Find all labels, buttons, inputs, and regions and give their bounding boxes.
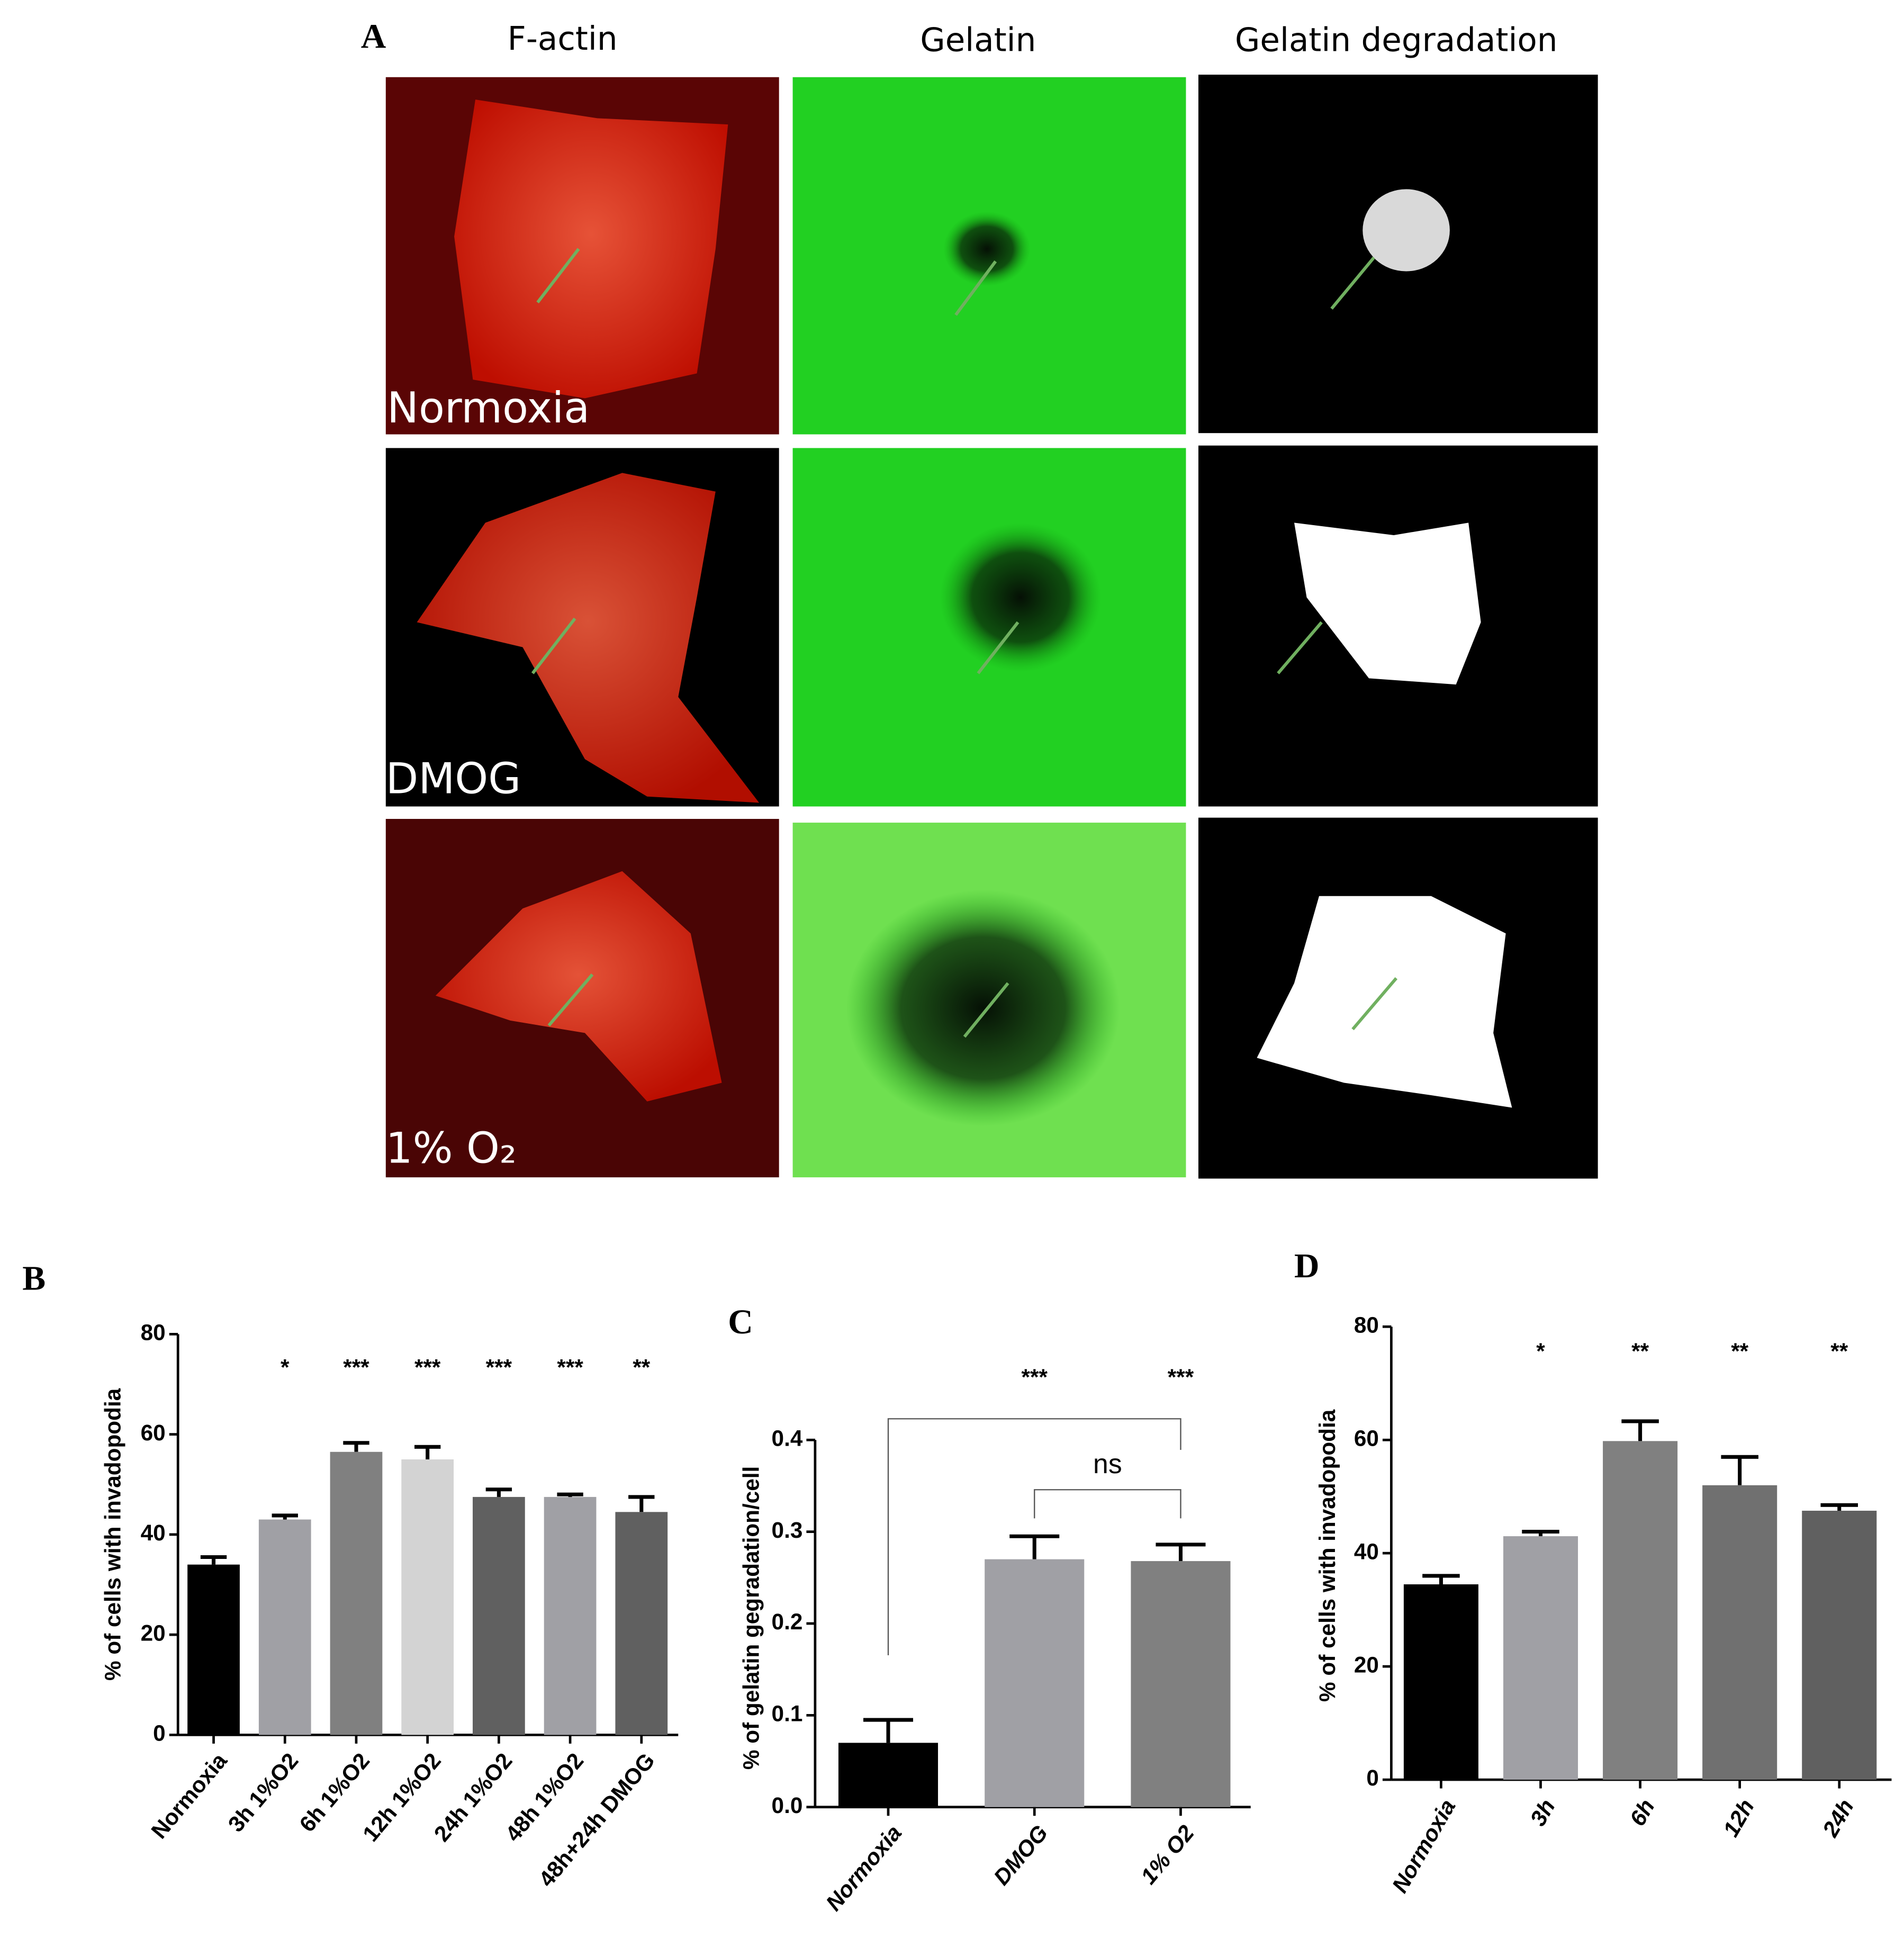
y-axis-label: % of gelatin gegradation/cell xyxy=(739,1466,764,1770)
significance: *** xyxy=(343,1355,369,1379)
column-header: Gelatin xyxy=(920,22,1036,59)
y-tick-label: 0 xyxy=(1366,1765,1379,1790)
chart: C % of gelatin gegradation/cell 0.0 0.1 0.2 0… xyxy=(728,1303,1251,1916)
cell xyxy=(435,871,722,1102)
bar xyxy=(1503,1536,1578,1780)
column-header: Gelatin degradation xyxy=(1235,22,1558,59)
degradation-spot xyxy=(943,211,1031,286)
x-tick-label: Normoxia xyxy=(1387,1795,1460,1897)
x-tick-label: Normoxia xyxy=(146,1748,232,1843)
arrow xyxy=(1277,621,1323,674)
annotation: ns xyxy=(1093,1448,1122,1479)
bar xyxy=(1603,1441,1678,1780)
bar xyxy=(330,1451,383,1735)
y-axis-label: % of cells with invadopodia xyxy=(1315,1409,1340,1702)
bar xyxy=(1702,1485,1777,1780)
y-tick-label: 0.0 xyxy=(772,1793,803,1818)
bar xyxy=(838,1743,939,1807)
arrow xyxy=(536,248,580,304)
bar xyxy=(544,1496,597,1735)
y-tick-label: 20 xyxy=(141,1620,166,1645)
degradation-area xyxy=(1294,522,1481,685)
degradation-area xyxy=(1257,896,1512,1108)
significance: ** xyxy=(1830,1339,1848,1364)
y-tick-label: 80 xyxy=(1354,1312,1379,1337)
x-tick-label: Normoxia xyxy=(821,1820,906,1916)
bar xyxy=(1131,1561,1231,1807)
x-tick-label: 24h xyxy=(1817,1795,1858,1841)
bar xyxy=(1802,1510,1877,1780)
x-tick-label: DMOG xyxy=(989,1820,1053,1890)
bar xyxy=(615,1512,668,1735)
panel-a: A F-actin Gelatin Gelatin degradation No… xyxy=(361,17,1598,1179)
significance: *** xyxy=(557,1355,583,1379)
row-label: DMOG xyxy=(386,754,521,803)
y-tick-label: 20 xyxy=(1354,1652,1379,1677)
arrow xyxy=(954,260,997,316)
significance: ** xyxy=(1631,1339,1649,1364)
panel-letter: A xyxy=(361,17,386,56)
bar xyxy=(473,1496,525,1735)
row-label: 1% O₂ xyxy=(386,1124,517,1173)
degradation-spot xyxy=(939,522,1102,672)
y-axis-label: % of cells with invadopodia xyxy=(100,1388,125,1681)
x-tick-label: 1% O2 xyxy=(1136,1820,1199,1889)
significance: * xyxy=(281,1355,290,1379)
cell xyxy=(454,100,728,399)
bar xyxy=(985,1559,1085,1807)
chart: D % of cells with invadopodia 0 20 40 60 80 Nor… xyxy=(1294,1247,1892,1897)
y-tick-label: 0.1 xyxy=(772,1701,803,1726)
bar xyxy=(187,1564,240,1735)
y-tick-label: 40 xyxy=(1354,1539,1379,1564)
significance: *** xyxy=(414,1355,441,1379)
y-tick-label: 0.3 xyxy=(772,1518,803,1543)
y-tick-label: 60 xyxy=(141,1420,166,1445)
arrow xyxy=(531,617,576,674)
row-label: Normoxia xyxy=(387,383,590,432)
y-tick-label: 0.2 xyxy=(772,1609,803,1634)
arrow xyxy=(1351,977,1398,1031)
chart: B % of cells with invadopodia 0 20 40 60 80 Nor… xyxy=(22,1259,679,1891)
x-tick-label: 12h xyxy=(1718,1795,1759,1841)
arrow xyxy=(963,982,1009,1038)
y-tick-label: 0.4 xyxy=(772,1426,803,1450)
significance: ** xyxy=(1731,1339,1748,1364)
significance: ** xyxy=(633,1355,650,1379)
arrows xyxy=(531,248,1398,1038)
significance: *** xyxy=(1168,1365,1194,1390)
x-tick-label: 6h 1%O2 xyxy=(294,1748,374,1836)
x-tick-label: 6h xyxy=(1625,1795,1659,1830)
panel-letter: C xyxy=(728,1303,753,1341)
bar xyxy=(1403,1584,1478,1780)
column-header: F-actin xyxy=(508,20,618,58)
x-tick-label: 3h 1%O2 xyxy=(223,1748,303,1836)
bracket xyxy=(1034,1489,1181,1519)
arrow xyxy=(977,621,1019,674)
panel-letter: D xyxy=(1294,1247,1320,1285)
panel-letter: B xyxy=(22,1259,46,1298)
y-tick-label: 0 xyxy=(153,1721,166,1746)
bar xyxy=(258,1519,311,1735)
arrow xyxy=(547,973,594,1027)
bracket xyxy=(887,1418,1181,1655)
significance: * xyxy=(1536,1339,1545,1364)
cell xyxy=(417,473,760,803)
degradation-area xyxy=(1362,189,1450,272)
y-tick-label: 80 xyxy=(141,1320,166,1345)
degradation-spot xyxy=(846,890,1120,1126)
arrow xyxy=(1330,256,1375,310)
bar xyxy=(401,1459,454,1735)
y-tick-label: 40 xyxy=(141,1520,166,1545)
x-tick-label: 3h xyxy=(1525,1795,1559,1830)
y-tick-label: 60 xyxy=(1354,1426,1379,1450)
significance: *** xyxy=(486,1355,512,1379)
significance: *** xyxy=(1022,1365,1048,1390)
